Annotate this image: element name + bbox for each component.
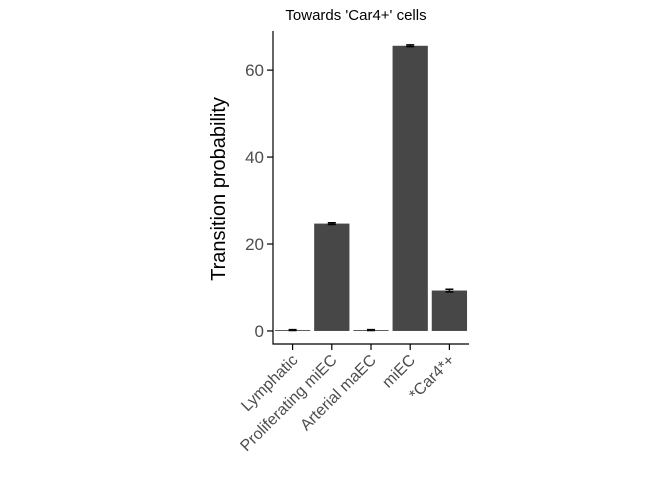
error-bar [327,221,336,226]
chart-title: Towards 'Car4+' cells [285,7,426,24]
bar [431,290,468,331]
error-bar [445,288,454,293]
error-bar [367,328,375,332]
y-tick-label: 0 [255,322,264,341]
error-bar [288,328,297,332]
y-axis-label: Transition probability [208,97,230,281]
y-tick-label: 40 [245,148,264,167]
axes-lines [272,31,469,345]
error-bar [406,44,415,48]
bar [314,223,350,331]
y-tick-label: 60 [245,61,264,80]
bar [392,45,428,331]
y-tick-label: 20 [245,235,264,254]
